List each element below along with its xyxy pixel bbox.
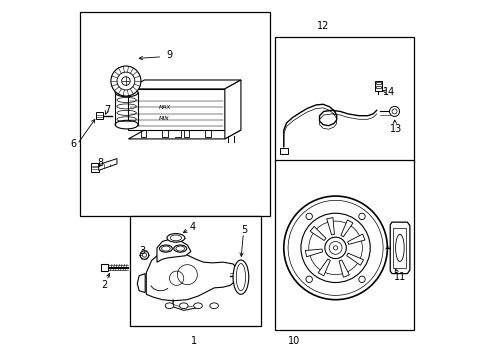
Circle shape [358,213,365,220]
Circle shape [283,196,386,300]
Circle shape [117,72,135,90]
Ellipse shape [209,303,218,309]
Ellipse shape [176,246,184,251]
Circle shape [358,276,365,283]
Polygon shape [326,218,334,235]
Text: 7: 7 [103,105,110,115]
Polygon shape [318,259,329,276]
Ellipse shape [162,246,170,251]
Polygon shape [389,222,409,274]
Text: 9: 9 [166,50,172,60]
Polygon shape [157,239,190,262]
Polygon shape [224,80,241,139]
Circle shape [389,107,399,116]
Polygon shape [338,260,348,277]
Text: 14: 14 [382,87,394,98]
Polygon shape [99,158,117,170]
Bar [392,228,406,267]
Text: 8: 8 [98,158,104,168]
Bar [375,82,381,84]
Text: 6: 6 [70,139,76,149]
Circle shape [111,66,141,96]
Ellipse shape [115,120,138,129]
Text: 3: 3 [140,247,145,256]
Bar [130,216,260,327]
Bar [279,148,287,154]
Polygon shape [146,251,238,301]
Bar [101,264,107,271]
Ellipse shape [173,245,186,252]
Polygon shape [340,220,352,237]
Circle shape [305,213,312,220]
Text: 13: 13 [389,124,402,134]
Ellipse shape [166,234,184,242]
Text: 10: 10 [288,336,300,346]
Text: 11: 11 [393,272,405,282]
Bar [274,160,413,330]
Circle shape [142,253,146,257]
Text: 2: 2 [101,280,107,291]
Ellipse shape [170,235,181,241]
Bar [374,81,381,91]
Bar [96,112,102,119]
Text: 5: 5 [241,225,247,235]
Ellipse shape [165,303,173,309]
Ellipse shape [233,260,248,294]
Polygon shape [137,274,145,293]
Polygon shape [347,234,364,244]
Bar [91,163,99,172]
Polygon shape [128,89,224,130]
Circle shape [122,77,130,85]
Ellipse shape [179,303,188,309]
Ellipse shape [193,303,202,309]
Ellipse shape [159,245,172,252]
Ellipse shape [395,234,404,261]
Polygon shape [128,80,241,89]
Bar [274,37,413,162]
Polygon shape [305,249,322,257]
Circle shape [333,246,337,250]
Circle shape [324,237,346,258]
Ellipse shape [115,88,138,97]
Text: 1: 1 [191,336,197,346]
Bar [375,86,381,88]
Circle shape [391,109,396,114]
Polygon shape [346,253,363,265]
Bar [80,12,269,216]
Polygon shape [128,130,241,139]
Circle shape [305,276,312,283]
Circle shape [328,242,341,254]
Ellipse shape [236,264,245,291]
Text: MIN: MIN [159,116,169,121]
Text: 12: 12 [316,21,328,31]
Circle shape [140,251,148,259]
Text: 4: 4 [189,222,195,232]
Polygon shape [309,226,325,240]
Text: MAX: MAX [159,105,171,110]
